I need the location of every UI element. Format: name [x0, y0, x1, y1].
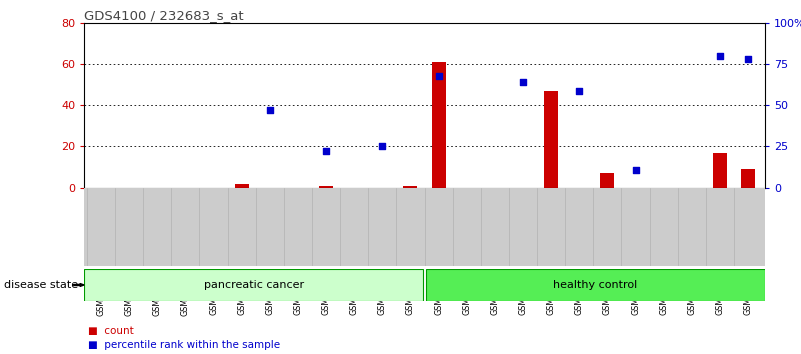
Bar [601, 173, 614, 188]
Point [742, 56, 755, 62]
Text: ■  count: ■ count [88, 326, 134, 336]
Point [376, 144, 388, 149]
Point [573, 88, 586, 93]
Point [320, 149, 332, 154]
Bar [319, 185, 333, 188]
Point [433, 73, 445, 79]
Bar [84, 269, 423, 301]
Point [714, 53, 727, 59]
Point [264, 107, 276, 113]
Bar [432, 62, 445, 188]
Bar [713, 153, 727, 188]
Point [517, 79, 529, 85]
Text: healthy control: healthy control [553, 280, 637, 290]
Bar [544, 91, 558, 188]
Bar [235, 183, 248, 188]
Bar [741, 169, 755, 188]
Bar [426, 269, 765, 301]
Text: GDS4100 / 232683_s_at: GDS4100 / 232683_s_at [84, 9, 244, 22]
Text: ■  percentile rank within the sample: ■ percentile rank within the sample [88, 341, 280, 350]
Point [629, 167, 642, 172]
Text: disease state: disease state [4, 280, 78, 290]
Text: pancreatic cancer: pancreatic cancer [204, 280, 304, 290]
Bar [404, 185, 417, 188]
